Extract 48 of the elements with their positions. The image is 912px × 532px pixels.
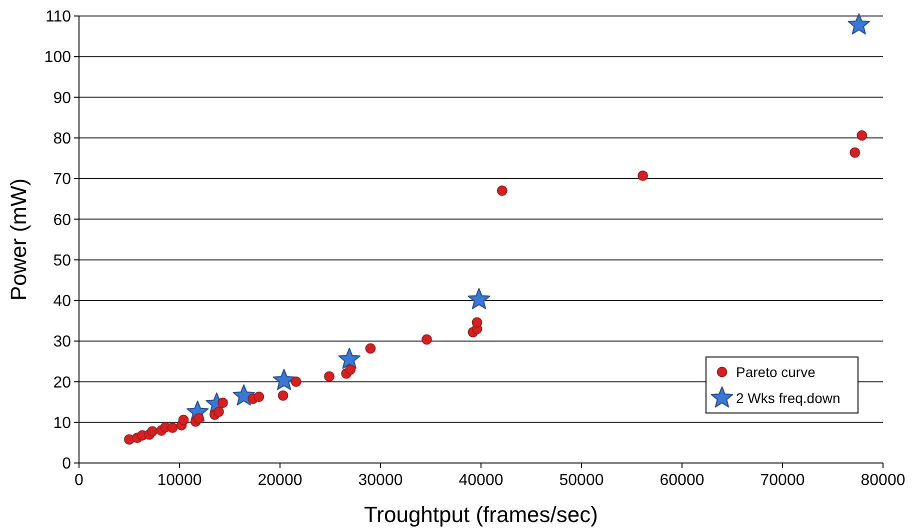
y-tick-label: 80 [53, 130, 72, 148]
point [167, 422, 178, 433]
legend-label: 2 Wks freq.down [736, 390, 840, 406]
point [856, 130, 868, 141]
point [178, 414, 189, 426]
point [272, 368, 296, 390]
y-tick-label: 0 [62, 456, 72, 473]
x-tick-label: 50000 [559, 472, 604, 489]
point [193, 413, 204, 424]
point [468, 288, 490, 310]
point [496, 186, 508, 196]
point [338, 348, 360, 369]
y-tick-label: 60 [53, 212, 72, 229]
y-tick-label: 100 [44, 49, 72, 66]
point [254, 392, 264, 402]
x-tick-label: 60000 [660, 472, 704, 489]
y-tick-label: 40 [53, 293, 72, 310]
x-tick-label: 20000 [258, 472, 302, 489]
x-tick-label: 0 [74, 472, 84, 489]
x-tick-label: 30000 [358, 472, 403, 489]
point [232, 384, 255, 406]
point [365, 343, 376, 354]
point [324, 371, 334, 382]
point [638, 170, 648, 181]
point [850, 147, 860, 158]
legend-label: Pareto curve [736, 364, 816, 380]
x-tick-label: 80000 [860, 472, 906, 489]
point [472, 317, 482, 328]
y-axis-title: Power (mW) [6, 178, 31, 301]
point [218, 398, 228, 408]
y-tick-label: 90 [53, 90, 72, 107]
point [278, 390, 288, 401]
x-axis-title: Troughtput (frames/sec) [364, 502, 598, 527]
y-tick-label: 10 [53, 414, 72, 432]
y-tick-label: 50 [53, 252, 72, 270]
point [422, 334, 432, 345]
point [147, 426, 158, 437]
y-tick-label: 110 [45, 8, 72, 26]
point [213, 406, 224, 417]
point [848, 13, 870, 34]
x-tick-label: 70000 [760, 472, 805, 489]
y-tick-label: 20 [53, 374, 72, 392]
point [345, 364, 356, 375]
x-tick-label: 40000 [458, 472, 504, 489]
y-tick-label: 30 [53, 334, 72, 351]
point [290, 376, 302, 387]
y-tick-label: 70 [53, 171, 72, 188]
x-tick-label: 10000 [157, 472, 202, 489]
